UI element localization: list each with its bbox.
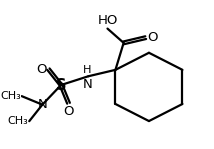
Text: S: S bbox=[56, 77, 66, 93]
Text: N: N bbox=[37, 98, 47, 111]
Text: CH₃: CH₃ bbox=[0, 91, 21, 101]
Text: O: O bbox=[37, 63, 47, 76]
Text: H: H bbox=[83, 66, 92, 76]
Text: O: O bbox=[147, 31, 158, 44]
Text: N: N bbox=[83, 77, 92, 90]
Text: CH₃: CH₃ bbox=[8, 116, 28, 126]
Text: O: O bbox=[63, 105, 74, 118]
Text: HO: HO bbox=[97, 14, 118, 27]
